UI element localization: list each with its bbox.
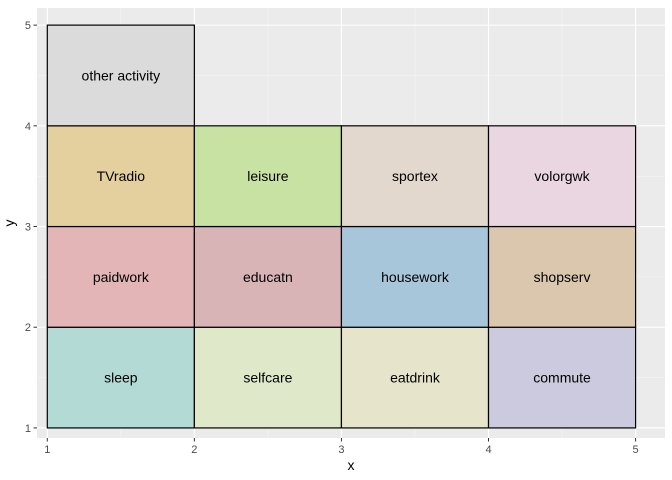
tile-label: leisure — [247, 168, 288, 184]
tile-label: TVradio — [97, 168, 146, 184]
x-tick-label: 3 — [338, 444, 344, 456]
tile-label: educatn — [243, 269, 293, 285]
tile-other-activity — [46, 24, 195, 127]
tile-label: housework — [381, 269, 450, 285]
tile-label: volorgwk — [534, 168, 590, 184]
tile-label: sleep — [104, 370, 138, 386]
tile-educatn — [193, 225, 343, 328]
y-tick-label: 3 — [25, 222, 31, 234]
tile-shopserv — [487, 225, 637, 328]
tile-label: eatdrink — [390, 370, 441, 386]
tile-sportex — [340, 125, 490, 228]
x-tick-label: 2 — [191, 444, 197, 456]
tile-label: sportex — [392, 168, 438, 184]
y-axis-title: y — [1, 220, 17, 227]
axis-ticks — [33, 24, 637, 442]
axis-tick-labels: 1 2 3 4 5 1 2 3 4 5 — [25, 20, 639, 456]
tiles — [46, 24, 637, 429]
tile-tvradio — [46, 125, 195, 228]
x-tick-label: 5 — [633, 444, 639, 456]
tile-label: selfcare — [243, 370, 292, 386]
x-axis-title: x — [348, 457, 355, 473]
tile-volorgwk — [487, 125, 637, 228]
tile-label: shopserv — [534, 269, 591, 285]
y-tick-label: 4 — [25, 121, 31, 133]
x-tick-label: 1 — [44, 444, 50, 456]
x-tick-label: 4 — [485, 444, 491, 456]
y-tick-label: 5 — [25, 20, 31, 32]
tile-leisure — [193, 125, 343, 228]
tile-labels: sleep selfcare eatdrink commute paidwork educ… — [82, 67, 592, 385]
tile-label: paidwork — [93, 269, 150, 285]
tile-label: other activity — [82, 67, 161, 83]
y-tick-label: 1 — [25, 423, 31, 435]
tile-paidwork — [46, 225, 195, 328]
y-tick-label: 2 — [25, 322, 31, 334]
tile-label: commute — [533, 370, 591, 386]
